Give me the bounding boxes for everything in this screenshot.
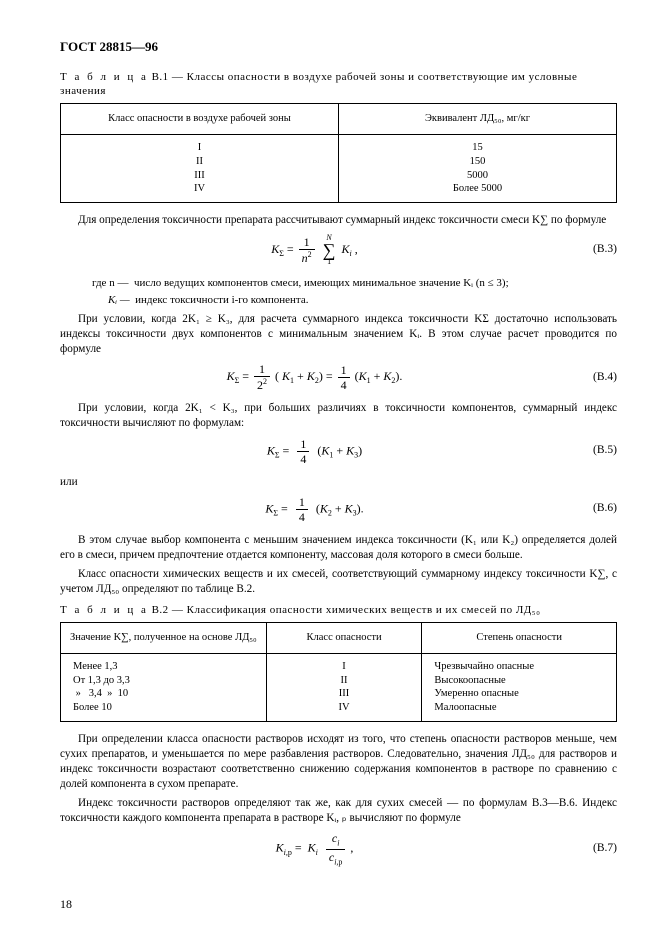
def-line: где n — число ведущих компонентов смеси,… xyxy=(92,276,617,291)
formula-tag: (В.3) xyxy=(569,242,617,258)
cell-line: IV xyxy=(277,701,412,715)
formula-b3: KΣ = 1n2 N∑1 Ki , (В.3) xyxy=(60,234,617,266)
table-cell: 15 150 5000 Более 5000 xyxy=(339,135,617,203)
formula-b4: KΣ = 122 ( K1 + K2) = 14 (K1 + K2). (В.4… xyxy=(60,363,617,391)
table-header: Класс опасности xyxy=(266,622,422,653)
cell-line: III xyxy=(71,169,328,183)
cell-line: 5000 xyxy=(349,169,606,183)
paragraph: Класс опасности химических веществ и их … xyxy=(60,567,617,597)
cell-line: Умеренно опасные xyxy=(434,687,606,701)
def-label: Kᵢ — xyxy=(108,294,130,306)
table2-caption: Т а б л и ц а В.2 — Классификация опасно… xyxy=(60,603,617,618)
def-line: Kᵢ — индекс токсичности i-го компонента. xyxy=(108,293,617,308)
cell-line: » 3,4 » 10 xyxy=(73,687,256,701)
paragraph: При условии, когда 2K₁ ≥ K₃, для расчета… xyxy=(60,312,617,357)
cell-line: 15 xyxy=(349,141,606,155)
cell-line: Более 5000 xyxy=(349,182,606,196)
table-header: Эквивалент ЛД₅₀, мг/кг xyxy=(339,104,617,135)
table-cell: Менее 1,3 От 1,3 до 3,3 » 3,4 » 10 Более… xyxy=(61,654,267,722)
formula-body: KΣ = 14 (K1 + K3) xyxy=(60,438,569,465)
cell-line: Более 10 xyxy=(73,701,256,715)
formula-body: KΣ = 122 ( K1 + K2) = 14 (K1 + K2). xyxy=(60,363,569,391)
formula-body: KΣ = 1n2 N∑1 Ki , xyxy=(60,234,569,266)
formula-body: Ki,р = Ki cici,р , xyxy=(60,832,569,866)
def-text: индекс токсичности i-го компонента. xyxy=(135,294,308,306)
table-header: Степень опасности xyxy=(422,622,617,653)
cell-line: Чрезвычайно опасные xyxy=(434,660,606,674)
table-header: Значение K∑, полученное на основе ЛД₅₀ xyxy=(61,622,267,653)
formula-b6: KΣ = 14 (K2 + K3). (В.6) xyxy=(60,496,617,523)
cell-line: II xyxy=(71,155,328,169)
formula-body: KΣ = 14 (K2 + K3). xyxy=(60,496,569,523)
formula-tag: (В.5) xyxy=(569,443,617,459)
table-row: I II III IV 15 150 5000 Более 5000 xyxy=(61,135,617,203)
formula-b5: KΣ = 14 (K1 + K3) (В.5) xyxy=(60,438,617,465)
cell-line: III xyxy=(277,687,412,701)
table-row: Значение K∑, полученное на основе ЛД₅₀ К… xyxy=(61,622,617,653)
table-row: Менее 1,3 От 1,3 до 3,3 » 3,4 » 10 Более… xyxy=(61,654,617,722)
formula-tag: (В.7) xyxy=(569,841,617,857)
formula-tag: (В.6) xyxy=(569,501,617,517)
cell-line: Менее 1,3 xyxy=(73,660,256,674)
table-row: Класс опасности в воздухе рабочей зоны Э… xyxy=(61,104,617,135)
def-text: число ведущих компонентов смеси, имеющих… xyxy=(134,277,509,289)
cell-line: II xyxy=(277,674,412,688)
table-b1: Класс опасности в воздухе рабочей зоны Э… xyxy=(60,103,617,203)
table-cell: Чрезвычайно опасные Высокоопасные Умерен… xyxy=(422,654,617,722)
paragraph: Для определения токсичности препарата ра… xyxy=(60,213,617,228)
table-header: Класс опасности в воздухе рабочей зоны xyxy=(61,104,339,135)
cell-line: Малоопасные xyxy=(434,701,606,715)
paragraph: В этом случае выбор компонента с меньшим… xyxy=(60,533,617,563)
paragraph: При определении класса опасности раствор… xyxy=(60,732,617,792)
def-label: где n — xyxy=(92,277,128,289)
page-number: 18 xyxy=(60,896,72,912)
cell-line: IV xyxy=(71,182,328,196)
table-cell: I II III IV xyxy=(61,135,339,203)
gost-header: ГОСТ 28815—96 xyxy=(60,38,617,56)
caption-prefix: Т а б л и ц а xyxy=(60,71,148,83)
cell-line: I xyxy=(71,141,328,155)
caption-prefix: Т а б л и ц а xyxy=(60,604,148,616)
cell-line: I xyxy=(277,660,412,674)
table-cell: I II III IV xyxy=(266,654,422,722)
definitions: где n — число ведущих компонентов смеси,… xyxy=(92,276,617,308)
table1-caption: Т а б л и ц а В.1 — Классы опасности в в… xyxy=(60,70,617,100)
paragraph: Индекс токсичности растворов определяют … xyxy=(60,796,617,826)
formula-tag: (В.4) xyxy=(569,370,617,386)
paragraph: При условии, когда 2K₁ < K₃, при больших… xyxy=(60,401,617,431)
paragraph-ili: или xyxy=(60,475,617,490)
page-content: ГОСТ 28815—96 Т а б л и ц а В.1 — Классы… xyxy=(0,0,661,936)
cell-line: 150 xyxy=(349,155,606,169)
table-b2: Значение K∑, полученное на основе ЛД₅₀ К… xyxy=(60,622,617,722)
cell-line: Высокоопасные xyxy=(434,674,606,688)
caption-text: В.2 — Классификация опасности химических… xyxy=(148,604,540,616)
formula-b7: Ki,р = Ki cici,р , (В.7) xyxy=(60,832,617,866)
cell-line: От 1,3 до 3,3 xyxy=(73,674,256,688)
